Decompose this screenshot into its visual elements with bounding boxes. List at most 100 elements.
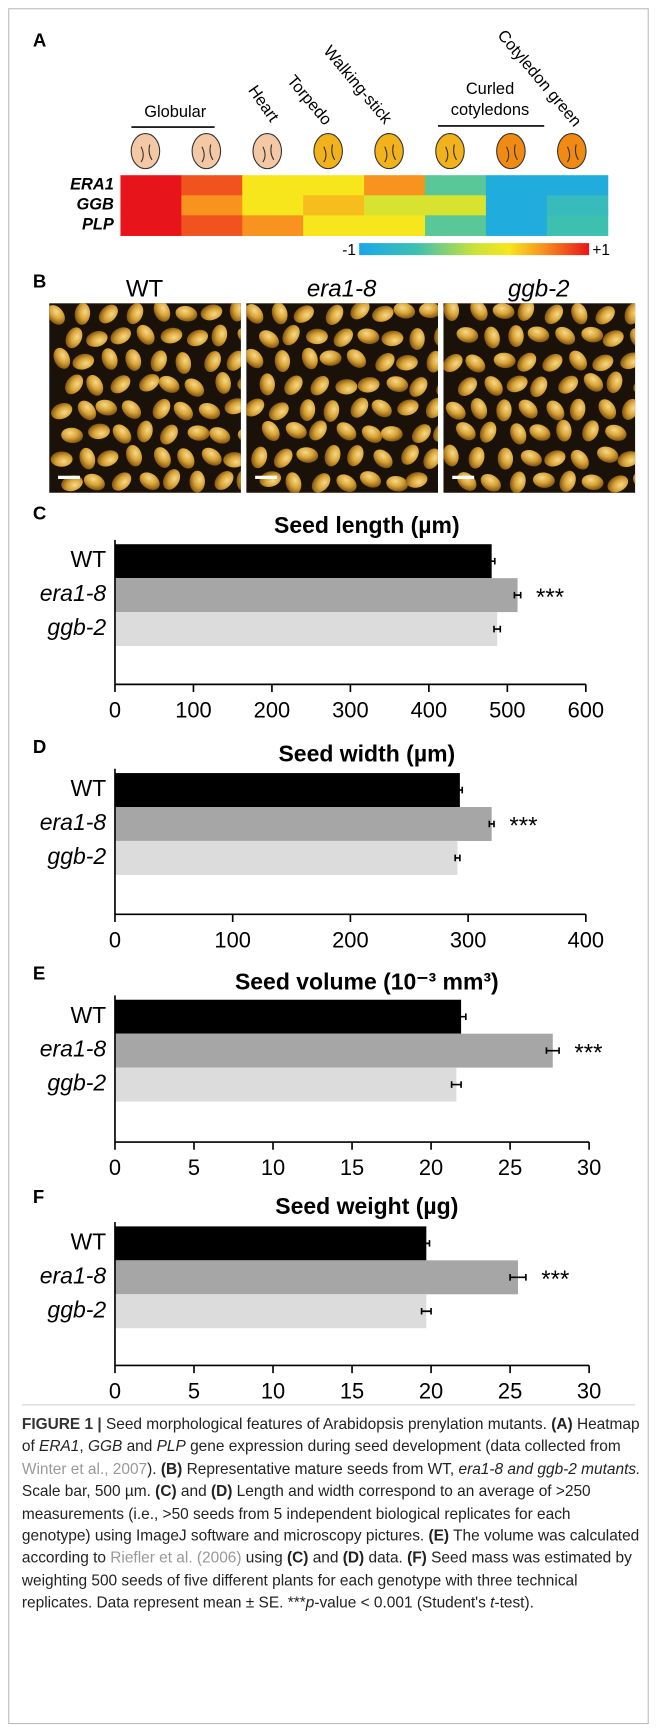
heat-cell — [181, 215, 243, 236]
seed — [282, 324, 300, 346]
seed — [112, 424, 132, 444]
seed — [163, 469, 181, 490]
significance-label: *** — [574, 1039, 602, 1066]
stage-label: Torpedo — [283, 72, 335, 129]
seed — [468, 446, 485, 469]
seed — [223, 452, 241, 468]
embryo-detail — [262, 144, 275, 163]
caption-text: (B) — [160, 1459, 183, 1477]
embryo-detail — [445, 144, 458, 163]
seed — [496, 399, 512, 422]
seed — [126, 303, 144, 325]
seed — [425, 398, 438, 419]
seed — [285, 472, 302, 493]
caption-text: , — [79, 1437, 88, 1455]
row-label: PLP — [82, 216, 114, 234]
stage-label-box: Curled cotyledons — [451, 80, 530, 119]
seed — [177, 448, 195, 469]
heat-cell — [364, 215, 426, 236]
category-label: WT — [70, 775, 106, 801]
seed — [173, 401, 193, 421]
caption-text: gene expression during seed development … — [185, 1437, 621, 1455]
seed — [214, 471, 234, 490]
category-label: ggb-2 — [47, 1296, 106, 1322]
seed — [375, 353, 395, 372]
error-bar — [456, 786, 464, 794]
x-tick-label: 400 — [411, 698, 448, 723]
bar — [114, 612, 498, 647]
seed — [372, 305, 394, 322]
row-label: GGB — [77, 196, 115, 214]
seed — [184, 378, 205, 397]
caption-text: t — [490, 1593, 495, 1612]
colorbar — [359, 243, 590, 256]
caption-text: GGB — [87, 1437, 123, 1455]
embryo-icon — [435, 133, 465, 170]
embryo-icon — [191, 133, 222, 170]
seed — [386, 475, 409, 492]
significance-label: *** — [541, 1266, 569, 1293]
panel-label: B — [33, 270, 46, 291]
caption-text: PLP — [156, 1437, 186, 1455]
seed — [558, 375, 579, 394]
seed — [111, 472, 132, 491]
seed — [323, 400, 340, 422]
seed — [65, 374, 84, 395]
heat-cell — [424, 195, 487, 216]
caption-text: (C) — [155, 1481, 177, 1500]
x-tick-label: 5 — [188, 1155, 200, 1180]
embryo-icon — [130, 133, 161, 170]
seed — [125, 349, 142, 371]
heat-cell — [242, 215, 304, 236]
significance-label: *** — [536, 584, 564, 611]
heat-cell — [485, 175, 548, 196]
seed — [517, 352, 537, 372]
caption-text: Riefler et al. (2006) — [110, 1548, 242, 1567]
heat-cell — [303, 215, 365, 236]
x-tick-label: 20 — [419, 1155, 443, 1180]
caption-text: (C) — [286, 1548, 309, 1567]
heat-cell — [181, 195, 243, 216]
heat-cell — [242, 195, 304, 216]
seed — [409, 328, 425, 350]
seed — [556, 419, 572, 442]
embryo-detail — [384, 144, 397, 163]
seed — [530, 376, 548, 398]
seed — [215, 372, 231, 394]
seed — [187, 425, 210, 441]
seed — [211, 324, 228, 347]
seed — [72, 353, 95, 370]
seed — [153, 303, 171, 322]
x-tick-label: 0 — [109, 1155, 121, 1180]
seed — [607, 475, 629, 493]
seed — [357, 377, 380, 393]
embryo-icon — [557, 133, 587, 170]
seed — [484, 326, 500, 349]
caption-text: p — [305, 1593, 315, 1612]
seed — [301, 347, 318, 370]
figure-border — [8, 8, 649, 1725]
x-tick-label: 200 — [254, 698, 291, 723]
caption-text: using — [241, 1548, 287, 1567]
seed — [98, 304, 118, 324]
x-tick-label: 0 — [109, 927, 121, 952]
seed — [150, 350, 167, 372]
seed — [97, 450, 119, 467]
seed — [209, 427, 231, 444]
seed — [559, 470, 576, 492]
seed — [350, 303, 370, 320]
seed — [258, 330, 279, 349]
caption-text: Scale bar, 500 µm. — [21, 1481, 156, 1500]
seed — [299, 399, 316, 422]
seed — [175, 305, 198, 322]
heat-cell — [303, 195, 365, 216]
seed — [246, 398, 265, 417]
seed — [529, 424, 551, 441]
x-tick-label: 400 — [568, 927, 605, 952]
error-bar — [493, 625, 502, 633]
embryo-detail — [566, 144, 579, 163]
seed-group — [246, 303, 438, 493]
bar — [114, 773, 460, 808]
caption-text: The volume was calculated according to — [21, 1526, 640, 1567]
